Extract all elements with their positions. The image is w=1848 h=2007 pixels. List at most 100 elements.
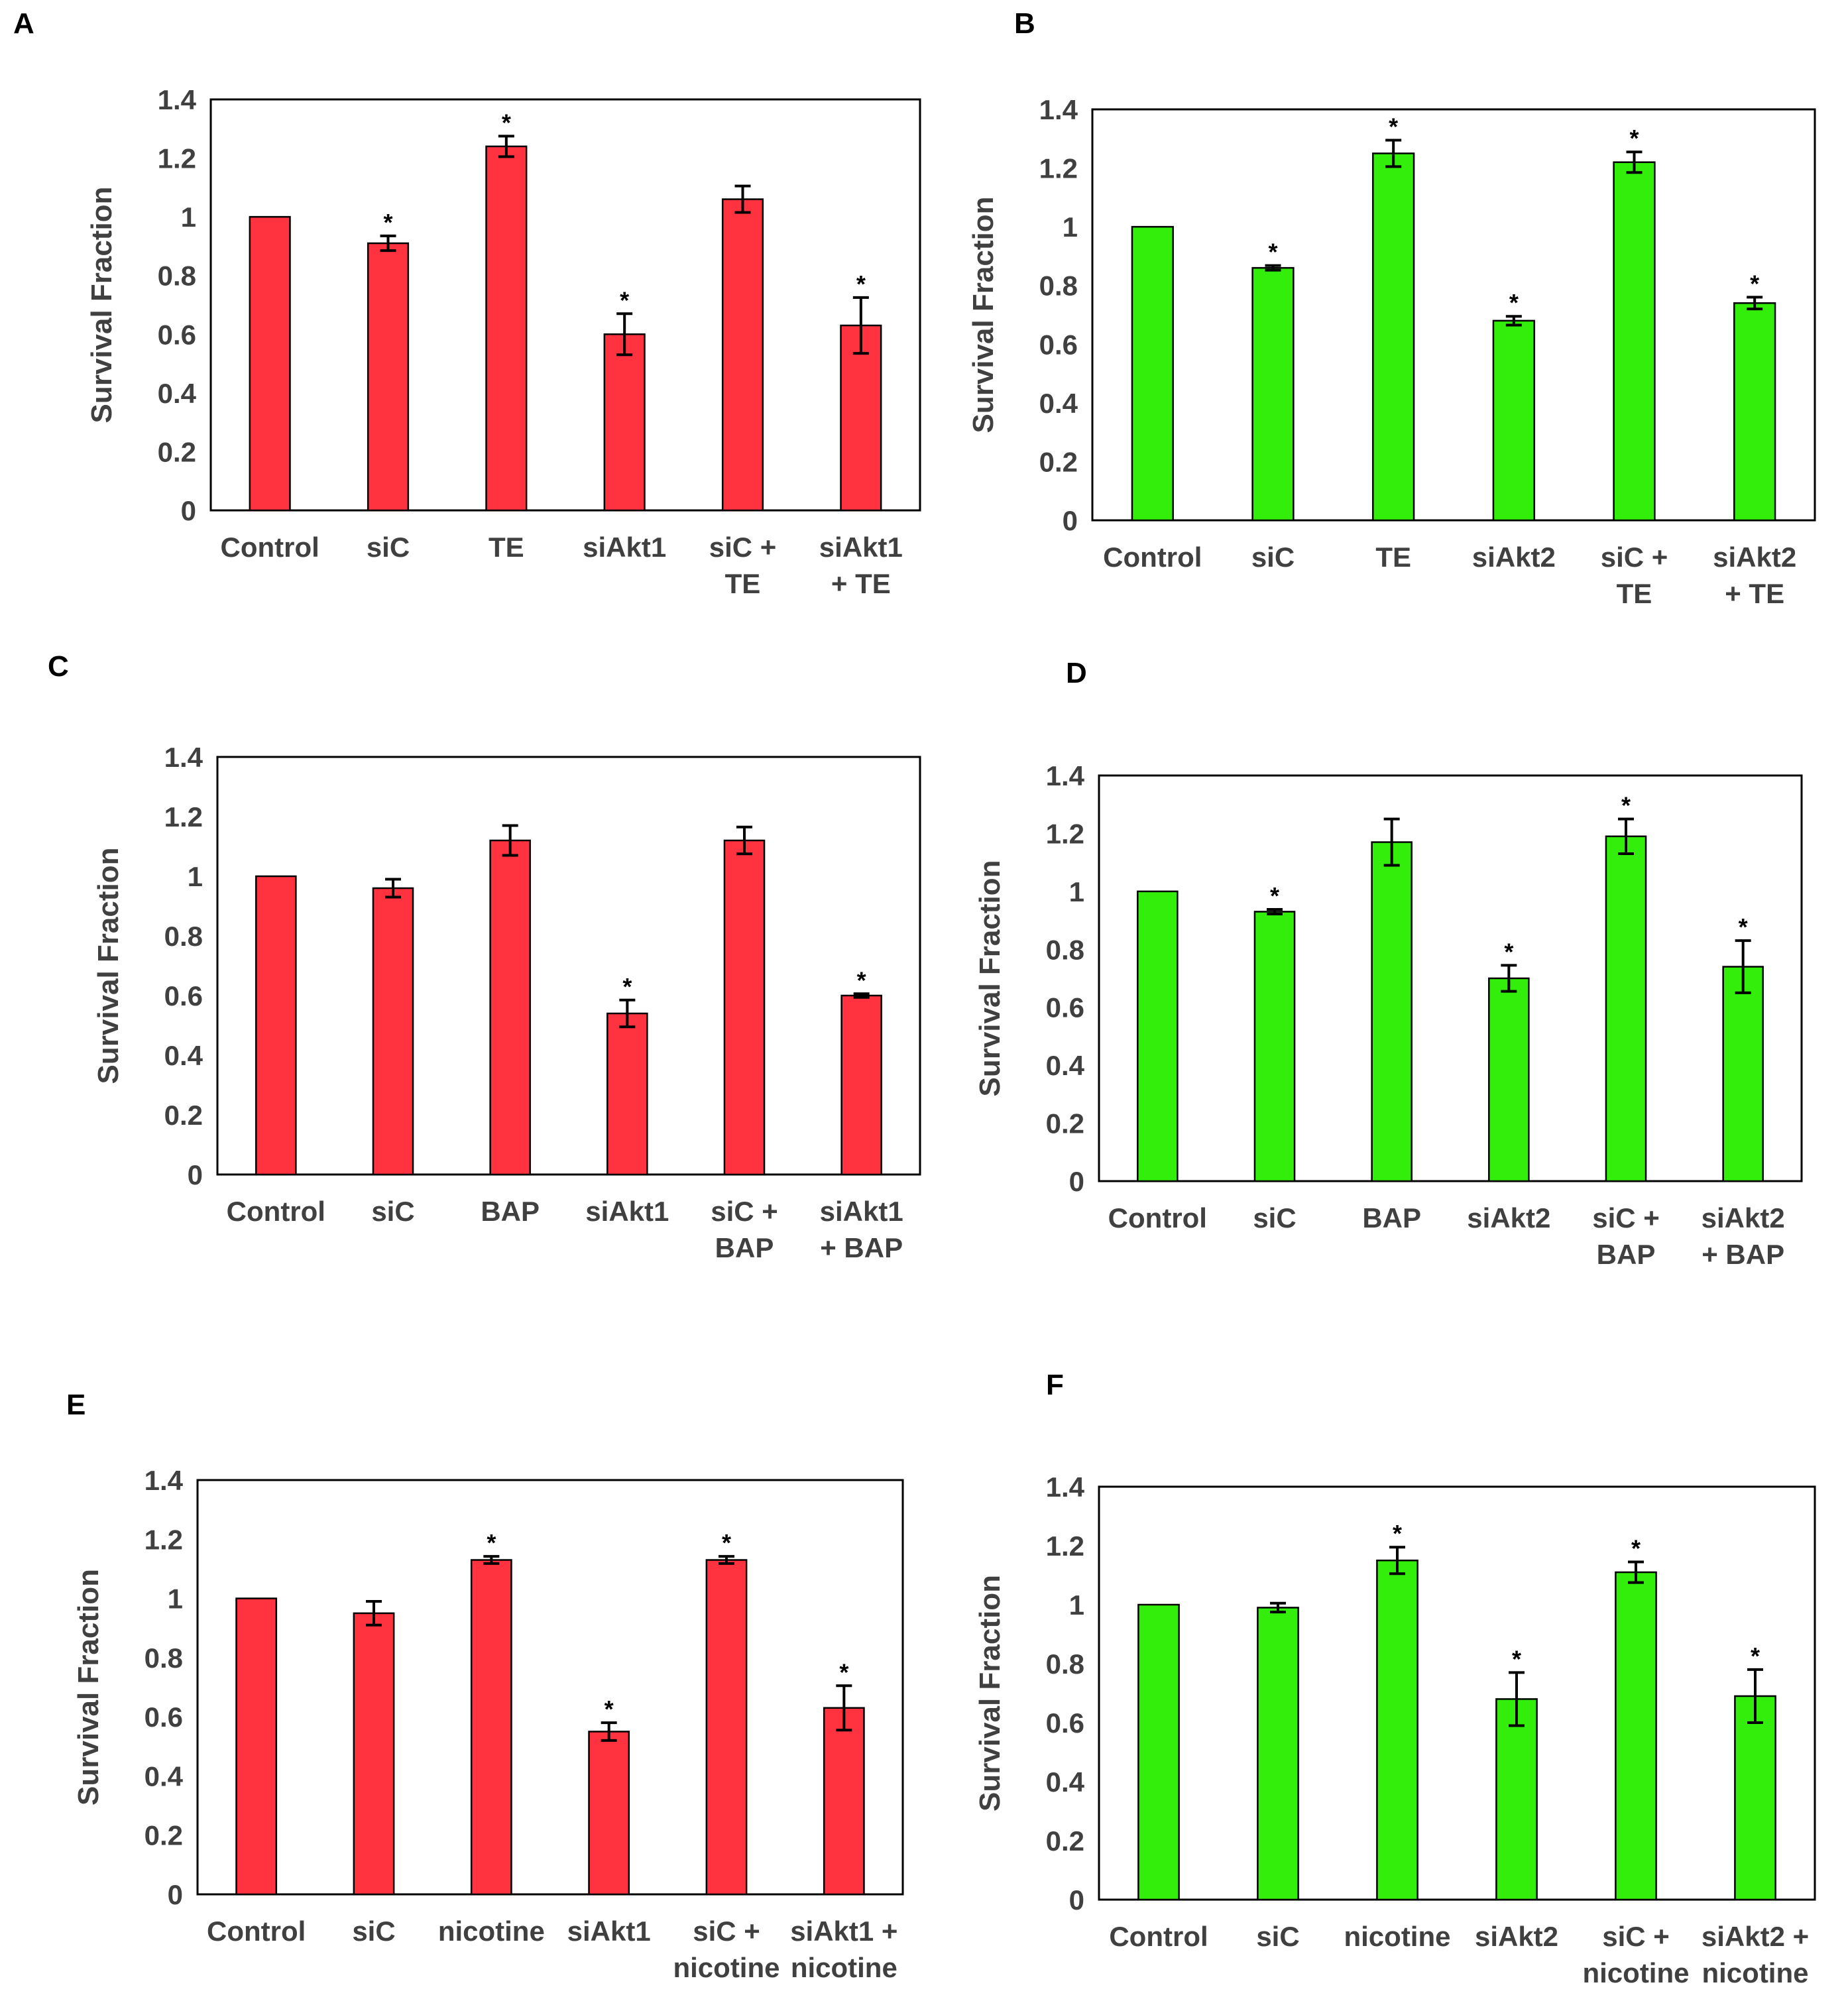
x-tick-label: + TE: [1725, 578, 1784, 609]
y-tick-label: 0: [1069, 1166, 1084, 1197]
y-tick-label: 0.6: [164, 980, 203, 1011]
y-tick-label: 0.4: [1046, 1766, 1085, 1798]
y-tick-label: 1.4: [1046, 1471, 1085, 1503]
plot-frame: [1098, 1485, 1816, 1901]
y-tick-label: 1.4: [144, 1465, 184, 1496]
x-tick-label: BAP: [715, 1232, 774, 1263]
bar: [606, 1012, 648, 1176]
y-tick-label: 0.8: [1046, 934, 1084, 965]
x-tick-label: siAkt2: [1713, 542, 1796, 573]
y-tick-label: 1.4: [164, 742, 203, 773]
x-tick-label: BAP: [1597, 1239, 1656, 1270]
bar: [1257, 1607, 1299, 1901]
bar: [723, 839, 766, 1176]
bar: [485, 145, 528, 512]
y-tick-label: 0: [1063, 505, 1078, 536]
significance-star: *: [1621, 792, 1631, 819]
y-axis-label: Survival Fraction: [967, 196, 1000, 433]
y-axis-label: Survival Fraction: [92, 847, 125, 1084]
bar: [255, 875, 297, 1176]
bar: [705, 1559, 748, 1896]
y-axis-label: Survival Fraction: [86, 186, 118, 423]
bar: [1492, 319, 1535, 522]
x-tick-label: siAkt2: [1467, 1202, 1550, 1233]
y-tick-label: 1.2: [164, 801, 203, 832]
y-tick-label: 1.2: [144, 1524, 183, 1555]
x-tick-label: nicotine: [1702, 1957, 1808, 1988]
x-tick-label: siAkt1: [583, 532, 666, 563]
significance-star: *: [487, 1529, 496, 1556]
y-tick-label: 0.2: [1046, 1108, 1084, 1139]
y-tick-label: 0.8: [164, 921, 203, 952]
bar: [372, 887, 414, 1176]
plot-frame: [209, 98, 921, 512]
x-tick-label: + BAP: [1702, 1239, 1784, 1270]
x-tick-label: TE: [1375, 542, 1411, 573]
y-tick-label: 0.8: [144, 1642, 183, 1674]
x-tick-label: Control: [1108, 1202, 1207, 1233]
x-tick-label: BAP: [1362, 1202, 1421, 1233]
x-tick-label: siAkt2 +: [1702, 1921, 1809, 1952]
y-tick-label: 0: [1069, 1884, 1084, 1916]
significance-star: *: [1631, 1534, 1641, 1562]
significance-star: *: [1629, 125, 1639, 152]
bar: [489, 839, 531, 1176]
significance-star: *: [1504, 938, 1513, 965]
panel-label: C: [48, 650, 69, 683]
plot-frame: [196, 1479, 904, 1896]
y-tick-label: 0.8: [158, 260, 196, 292]
plot-frame: [1098, 774, 1803, 1182]
y-tick-label: 1.2: [1046, 1530, 1084, 1562]
x-tick-label: TE: [1617, 578, 1652, 609]
y-tick-label: 0.4: [158, 378, 197, 409]
y-axis-label: Survival Fraction: [974, 1575, 1006, 1811]
bar: [1733, 302, 1776, 522]
y-tick-label: 0.6: [1039, 329, 1078, 360]
bar: [1734, 1695, 1776, 1901]
y-axis-label: Survival Fraction: [72, 1569, 105, 1806]
significance-star: *: [1270, 882, 1279, 909]
plot-frame: [216, 756, 921, 1176]
x-tick-label: TE: [725, 568, 761, 599]
x-tick-label: siC +: [693, 1916, 760, 1947]
x-tick-label: siAkt1: [585, 1196, 669, 1227]
significance-star: *: [1389, 113, 1398, 141]
y-tick-label: 0.6: [158, 319, 196, 350]
x-tick-label: siAkt1: [819, 532, 903, 563]
y-tick-label: 1: [1063, 211, 1078, 243]
x-tick-label: BAP: [481, 1196, 540, 1227]
y-tick-label: 0.4: [1039, 388, 1078, 419]
y-tick-label: 0.6: [1046, 1707, 1084, 1739]
x-tick-label: + TE: [831, 568, 891, 599]
panel-A: A 0 0.2 0.4 0.6 0.8 1 1.2 1.4 Survival Fraction Co…: [13, 7, 921, 599]
bar: [588, 1731, 630, 1896]
bar: [1372, 152, 1415, 522]
panel-label: A: [13, 7, 34, 40]
significance-star: *: [722, 1529, 731, 1556]
x-tick-label: siC: [371, 1196, 414, 1227]
panel-D: D 0 0.2 0.4 0.6 0.8 1 1.2 1.4 Survival Fraction Co…: [974, 657, 1803, 1270]
y-tick-label: 1.2: [1039, 153, 1078, 184]
x-tick-label: nicotine: [791, 1952, 897, 1983]
significance-star: *: [605, 1695, 614, 1723]
x-tick-label: nicotine: [673, 1952, 780, 1983]
y-tick-label: 0.4: [164, 1040, 203, 1071]
x-tick-label: siAkt1: [567, 1916, 651, 1947]
x-tick-label: siAkt1: [820, 1196, 903, 1227]
significance-star: *: [1750, 270, 1759, 297]
x-tick-label: TE: [489, 532, 524, 563]
significance-star: *: [1739, 913, 1748, 941]
bar: [1495, 1698, 1538, 1901]
plot-frame: [1091, 108, 1816, 522]
panel-B: B 0 0.2 0.4 0.6 0.8 1 1.2 1.4 Survival Fraction Co…: [967, 7, 1816, 609]
bar: [823, 1707, 865, 1896]
bar: [721, 198, 764, 512]
bar: [603, 333, 646, 512]
bar: [1137, 890, 1179, 1182]
y-tick-label: 1.2: [1046, 818, 1084, 849]
significance-star: *: [1268, 239, 1277, 266]
bar: [1131, 225, 1174, 522]
bar: [1615, 1571, 1657, 1901]
y-tick-label: 0.8: [1039, 270, 1078, 302]
